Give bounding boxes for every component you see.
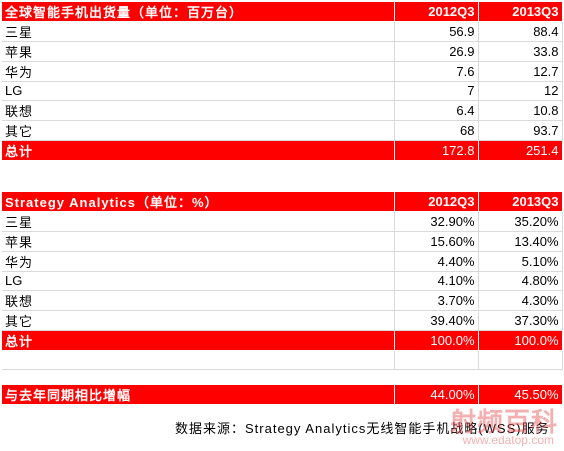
value-2013: 4.80% [478, 271, 563, 291]
value-2012: 7.6 [394, 61, 479, 82]
table-row: 其它 39.40% 37.30% [2, 310, 563, 331]
brand-label: 苹果 [2, 41, 395, 62]
value-2012: 68 [394, 120, 479, 141]
spacer-cell [478, 350, 563, 370]
total-2012: 172.8 [394, 140, 479, 161]
brand-label: 其它 [2, 310, 395, 331]
value-2013: 88.4 [478, 21, 563, 42]
table-row: 三星 56.9 88.4 [2, 21, 563, 42]
total-2012: 100.0% [394, 330, 479, 351]
value-2013: 12.7 [478, 61, 563, 82]
brand-label: LG [2, 81, 395, 101]
value-2012: 15.60% [394, 231, 479, 252]
total-label: 总计 [2, 330, 395, 351]
source-note: 数据来源：Strategy Analytics无线智能手机战略(WSS)服务 [175, 421, 550, 436]
brand-label: 联想 [2, 290, 395, 311]
value-2013: 93.7 [478, 120, 563, 141]
value-2013: 13.40% [478, 231, 563, 252]
value-2012: 7 [394, 81, 479, 101]
value-2013: 4.30% [478, 290, 563, 311]
value-2013: 5.10% [478, 251, 563, 272]
value-2012: 6.4 [394, 100, 479, 121]
share-title: Strategy Analytics（单位：%） [2, 192, 395, 212]
total-2013: 251.4 [478, 140, 563, 161]
value-2013: 10.8 [478, 100, 563, 121]
table-row: LG 4.10% 4.80% [2, 271, 563, 291]
share-header-row: Strategy Analytics（单位：%） 2012Q3 2013Q3 [2, 192, 563, 212]
value-2012: 4.40% [394, 251, 479, 272]
spacer-row [2, 350, 563, 370]
table-row: 苹果 26.9 33.8 [2, 41, 563, 62]
growth-2013: 45.50% [478, 385, 563, 405]
share-col-2013: 2013Q3 [478, 192, 563, 212]
growth-row: 与去年同期相比增幅 44.00% 45.50% [2, 385, 563, 405]
value-2013: 12 [478, 81, 563, 101]
watermark-logo: 射频百科 [449, 407, 558, 437]
spacer-cell [394, 350, 479, 370]
brand-label: 三星 [2, 21, 395, 42]
table-row: 华为 7.6 12.7 [2, 61, 563, 82]
brand-label: 华为 [2, 251, 395, 272]
value-2012: 32.90% [394, 211, 479, 232]
growth-table: 与去年同期相比增幅 44.00% 45.50% [2, 385, 563, 405]
brand-label: 苹果 [2, 231, 395, 252]
brand-label: 其它 [2, 120, 395, 141]
share-col-2012: 2012Q3 [394, 192, 479, 212]
table-row: 联想 6.4 10.8 [2, 100, 563, 121]
value-2012: 4.10% [394, 271, 479, 291]
brand-label: 三星 [2, 211, 395, 232]
table-row: 其它 68 93.7 [2, 120, 563, 141]
total-label: 总计 [2, 140, 395, 161]
value-2012: 56.9 [394, 21, 479, 42]
value-2012: 26.9 [394, 41, 479, 62]
value-2012: 39.40% [394, 310, 479, 331]
share-total-row: 总计 100.0% 100.0% [2, 330, 563, 351]
growth-2012: 44.00% [394, 385, 479, 405]
table-row: 华为 4.40% 5.10% [2, 251, 563, 272]
shipments-total-row: 总计 172.8 251.4 [2, 140, 563, 161]
shipments-col-2013: 2013Q3 [478, 2, 563, 22]
watermark-url: www.edatop.com [462, 433, 554, 447]
value-2012: 3.70% [394, 290, 479, 311]
market-share-table: Strategy Analytics（单位：%） 2012Q3 2013Q3 三… [2, 192, 563, 370]
brand-label: 华为 [2, 61, 395, 82]
table-row: LG 7 12 [2, 81, 563, 101]
shipments-col-2012: 2012Q3 [394, 2, 479, 22]
value-2013: 35.20% [478, 211, 563, 232]
brand-label: 联想 [2, 100, 395, 121]
spacer-cell [2, 350, 395, 370]
table-row: 三星 32.90% 35.20% [2, 211, 563, 232]
shipments-table: 全球智能手机出货量（单位：百万台） 2012Q3 2013Q3 三星 56.9 … [2, 2, 563, 161]
shipments-header-row: 全球智能手机出货量（单位：百万台） 2012Q3 2013Q3 [2, 2, 563, 22]
value-2013: 33.8 [478, 41, 563, 62]
total-2013: 100.0% [478, 330, 563, 351]
value-2013: 37.30% [478, 310, 563, 331]
growth-label: 与去年同期相比增幅 [2, 385, 395, 405]
table-row: 联想 3.70% 4.30% [2, 290, 563, 311]
shipments-title: 全球智能手机出货量（单位：百万台） [2, 2, 395, 22]
table-row: 苹果 15.60% 13.40% [2, 231, 563, 252]
brand-label: LG [2, 271, 395, 291]
